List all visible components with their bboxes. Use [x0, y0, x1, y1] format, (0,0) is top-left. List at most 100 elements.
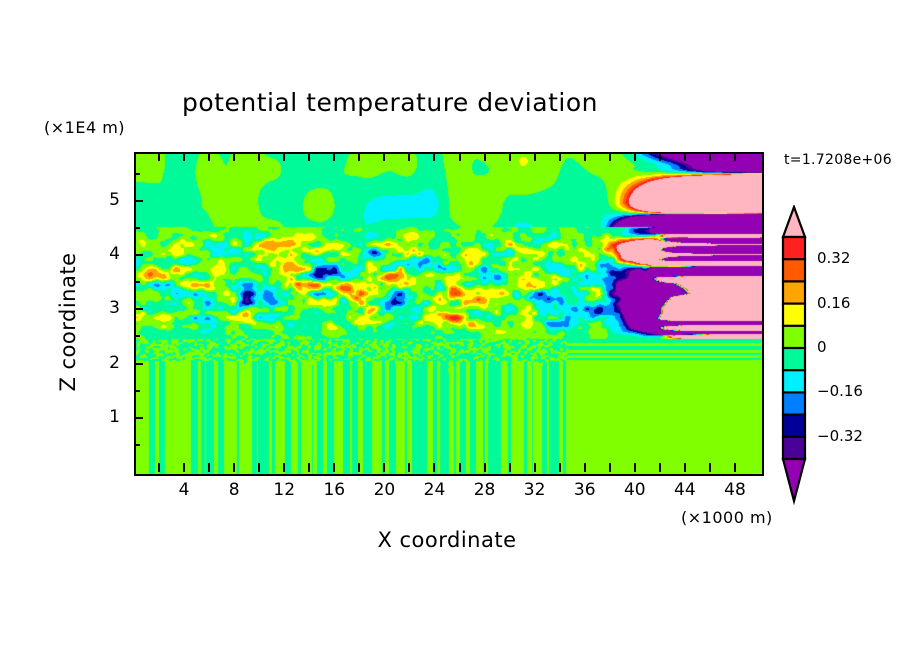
x-tick-label: 20 — [373, 480, 396, 500]
y-tick-mark — [134, 389, 140, 392]
x-tick-mark — [508, 463, 511, 472]
x-tick-label: 28 — [473, 480, 496, 500]
y-tick-mark — [134, 199, 143, 202]
x-tick-mark-top — [233, 152, 236, 161]
x-tick-label: 44 — [674, 480, 696, 500]
colorbar-band — [781, 235, 807, 261]
colorbar — [781, 205, 807, 506]
x-tick-label: 32 — [523, 480, 546, 500]
x-tick-mark — [233, 463, 236, 472]
x-tick-mark — [533, 463, 536, 472]
y-tick-mark — [134, 226, 140, 229]
y-tick-mark — [134, 308, 143, 311]
x-tick-mark — [408, 463, 411, 472]
x-tick-mark — [733, 463, 736, 472]
x-tick-mark-top — [733, 152, 736, 161]
x-tick-mark-top — [533, 152, 536, 161]
x-tick-mark-top — [608, 152, 611, 161]
y-tick-mark — [134, 416, 143, 419]
z-axis-unit-label: (×1E4 m) — [44, 118, 126, 137]
x-tick-mark — [333, 463, 336, 472]
y-tick-label: 1 — [109, 406, 120, 427]
colorbar-tick-label: 0.32 — [817, 249, 851, 268]
x-tick-mark-top — [383, 152, 386, 161]
x-tick-mark — [383, 463, 386, 472]
colorbar-band — [781, 413, 807, 439]
colorbar-tick-label: −0.16 — [817, 382, 863, 401]
colorbar-band — [781, 258, 807, 283]
x-tick-mark-top — [258, 152, 261, 161]
y-tick-label: 4 — [109, 244, 120, 265]
x-tick-label: 24 — [423, 480, 446, 500]
x-tick-label: 16 — [323, 480, 346, 500]
x-tick-mark-top — [183, 152, 186, 161]
colorbar-tick-label: 0.16 — [817, 293, 851, 312]
x-tick-mark — [358, 463, 361, 472]
x-tick-mark-top — [558, 152, 561, 161]
x-tick-mark-top — [583, 152, 586, 161]
x-tick-label: 40 — [623, 480, 646, 500]
x-tick-mark — [583, 463, 586, 472]
x-tick-mark-top — [333, 152, 336, 161]
colorbar-band — [781, 302, 807, 328]
colorbar-band — [781, 391, 807, 417]
page-title: potential temperature deviation — [182, 88, 598, 117]
x-tick-mark — [208, 463, 211, 472]
x-tick-mark-top — [408, 152, 411, 161]
x-tick-mark-top — [358, 152, 361, 161]
x-tick-mark-top — [433, 152, 436, 161]
x-tick-mark-top — [158, 152, 161, 161]
colorbar-band — [781, 324, 807, 350]
x-tick-mark — [708, 463, 711, 472]
x-tick-mark — [308, 463, 311, 472]
x-tick-mark-top — [708, 152, 711, 161]
x-tick-mark-top — [508, 152, 511, 161]
time-annotation: t=1.7208e+06 — [784, 152, 892, 168]
x-tick-mark-top — [283, 152, 286, 161]
colorbar-band — [781, 435, 807, 461]
y-axis-title: Z coordinate — [56, 252, 80, 392]
x-tick-mark — [283, 463, 286, 472]
x-tick-mark-top — [633, 152, 636, 161]
x-tick-mark — [633, 463, 636, 472]
x-tick-label: 48 — [724, 480, 746, 500]
colorbar-cap-top — [781, 205, 807, 239]
x-tick-mark — [158, 463, 161, 472]
y-tick-mark — [134, 443, 140, 446]
x-tick-mark — [433, 463, 436, 472]
x-tick-mark-top — [683, 152, 686, 161]
x-tick-mark — [558, 463, 561, 472]
x-tick-mark-top — [458, 152, 461, 161]
colorbar-tick-label: −0.32 — [817, 426, 863, 445]
colorbar-band — [781, 280, 807, 306]
x-tick-mark-top — [658, 152, 661, 161]
y-tick-mark — [134, 362, 143, 365]
colorbar-band — [781, 346, 807, 372]
x-tick-mark-top — [208, 152, 211, 161]
colorbar-band — [781, 369, 807, 394]
x-tick-mark — [483, 463, 486, 472]
y-tick-label: 2 — [109, 352, 120, 373]
y-tick-mark — [134, 281, 140, 284]
x-tick-mark-top — [483, 152, 486, 161]
x-tick-mark — [608, 463, 611, 472]
colorbar-cap-bottom — [781, 457, 807, 506]
x-tick-mark — [458, 463, 461, 472]
x-tick-label: 8 — [228, 480, 240, 500]
x-tick-label: 4 — [178, 480, 190, 500]
x-tick-mark — [658, 463, 661, 472]
contour-field-canvas — [136, 154, 762, 474]
colorbar-tick-label: 0 — [817, 338, 827, 356]
x-axis-title: X coordinate — [377, 528, 517, 552]
y-tick-label: 5 — [109, 189, 120, 210]
plot-area — [134, 152, 764, 476]
y-tick-mark — [134, 172, 140, 175]
x-tick-mark — [183, 463, 186, 472]
x-tick-label: 12 — [273, 480, 296, 500]
y-tick-mark — [134, 335, 140, 338]
y-tick-mark — [134, 254, 143, 257]
y-tick-label: 3 — [109, 298, 120, 319]
x-axis-unit-label: (×1000 m) — [681, 508, 773, 527]
x-tick-mark-top — [308, 152, 311, 161]
